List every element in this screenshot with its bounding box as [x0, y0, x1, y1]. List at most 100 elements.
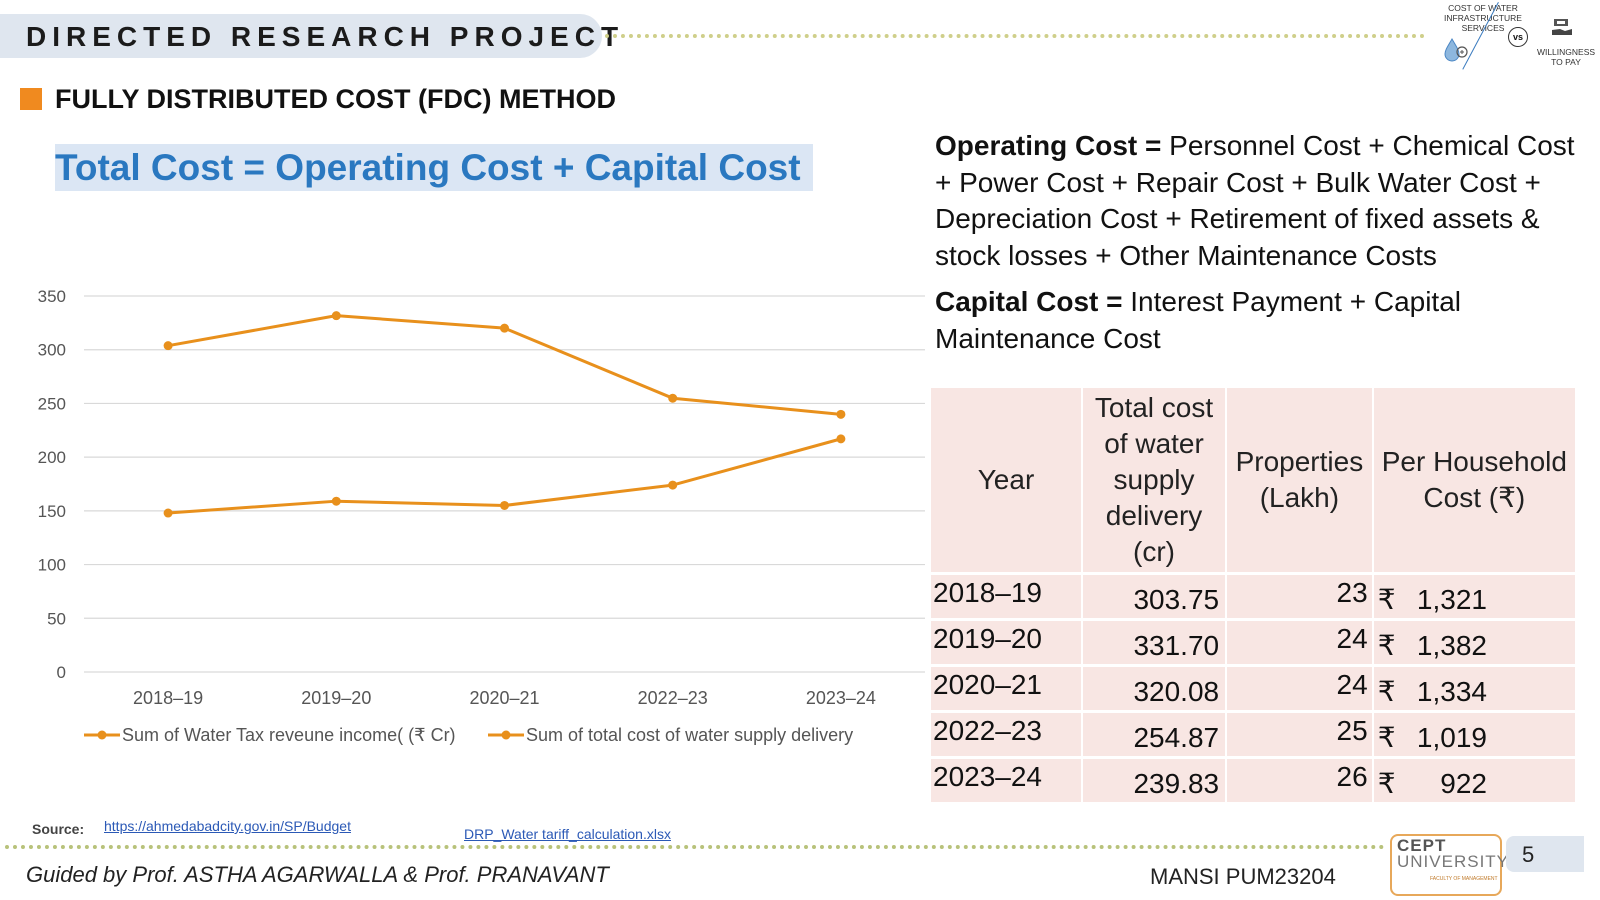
data-point — [668, 480, 678, 490]
source-link[interactable]: https://ahmedabadcity.gov.in/SP/Budget — [104, 818, 351, 834]
data-point — [500, 500, 509, 510]
header-year: Year — [931, 388, 1083, 575]
data-point — [836, 434, 846, 444]
cept-logo-line1: CEPT — [1397, 836, 1447, 855]
table-header-row: Year Total cost of water supply delivery… — [931, 388, 1578, 575]
page-number-badge — [1506, 836, 1584, 872]
line-chart: 0 50 100 150 200 250 300 350 2018–19 2019–20 2020… — [38, 287, 925, 745]
capital-cost-term: Capital Cost — [935, 286, 1099, 317]
y-tick-label: 300 — [38, 341, 66, 360]
capital-cost-equals: = — [1098, 286, 1131, 317]
cell-year: 2020–21 — [931, 665, 1083, 713]
cell-total-cost: 239.83 — [1081, 757, 1228, 805]
header-total-cost: Total cost of water supply delivery (cr) — [1081, 388, 1228, 575]
water-drop-icon — [1444, 37, 1468, 62]
cell-household-cost: ₹922 — [1372, 757, 1578, 805]
cell-total-cost: 320.08 — [1081, 665, 1228, 713]
operating-cost-term: Operating Cost — [935, 130, 1138, 161]
chart-legend: Sum of Water Tax reveune income( (₹ Cr) S… — [84, 725, 853, 745]
household-cost-table: Year Total cost of water supply delivery… — [931, 388, 1578, 805]
cept-logo — [1390, 834, 1502, 896]
x-tick-label: 2019–20 — [301, 688, 371, 708]
table-row: 2022–23 254.87 25 ₹1,019 — [931, 711, 1578, 759]
x-axis-ticks: 2018–19 2019–20 2020–21 2022–23 2023–24 — [133, 688, 876, 708]
cost-definitions: Operating Cost = Personnel Cost + Chemic… — [935, 128, 1585, 367]
data-point — [500, 323, 509, 333]
cell-year: 2018–19 — [931, 573, 1083, 621]
household-cost-value: 922 — [1440, 768, 1487, 799]
y-tick-label: 350 — [38, 287, 66, 306]
cell-year: 2023–24 — [931, 757, 1083, 805]
table-row: 2020–21 320.08 24 ₹1,334 — [931, 665, 1578, 713]
chart-grid — [84, 295, 925, 673]
rupee-symbol: ₹ — [1377, 676, 1396, 707]
cept-logo-line3: FACULTY OF MANAGEMENT — [1430, 876, 1498, 882]
y-tick-label: 100 — [38, 556, 66, 575]
table-row: 2019–20 331.70 24 ₹1,382 — [931, 619, 1578, 667]
vs-badge: vs — [1508, 27, 1528, 47]
y-tick-label: 200 — [38, 448, 66, 467]
x-tick-label: 2020–21 — [469, 688, 539, 708]
cept-logo-line2: UNIVERSITY — [1397, 852, 1510, 871]
cell-properties: 23 — [1226, 573, 1374, 621]
section-title: FULLY DISTRIBUTED COST (FDC) METHOD — [55, 84, 616, 114]
table-row: 2023–24 239.83 26 ₹922 — [931, 757, 1578, 805]
header-title: DIRECTED RESEARCH PROJECT — [26, 21, 625, 52]
household-cost-value: 1,334 — [1416, 676, 1487, 707]
hands-money-icon — [1552, 19, 1572, 35]
legend-label: Sum of Water Tax reveune income( (₹ Cr) — [122, 725, 456, 745]
header-properties: Properties (Lakh) — [1226, 388, 1374, 575]
household-cost-value: 1,321 — [1416, 584, 1487, 615]
header-household-cost: Per Household Cost (₹) — [1372, 388, 1578, 575]
cell-properties: 24 — [1226, 665, 1374, 713]
legend-swatch-marker — [501, 730, 511, 740]
cell-properties: 26 — [1226, 757, 1374, 805]
footer-dotted-rule — [5, 845, 1385, 849]
cell-total-cost: 303.75 — [1081, 573, 1228, 621]
y-tick-label: 50 — [47, 609, 66, 628]
table-row: 2018–19 303.75 23 ₹1,321 — [931, 573, 1578, 621]
y-axis-ticks: 0 50 100 150 200 250 300 350 — [38, 287, 66, 682]
x-tick-label: 2023–24 — [806, 688, 876, 708]
legend-label: Sum of total cost of water supply delive… — [526, 725, 853, 745]
x-tick-label: 2018–19 — [133, 688, 203, 708]
household-cost-value: 1,382 — [1416, 630, 1487, 661]
y-tick-label: 150 — [38, 502, 66, 521]
spreadsheet-link[interactable]: DRP_Water tariff_calculation.xlsx — [464, 826, 671, 842]
data-point — [331, 496, 341, 506]
capital-cost-definition: Capital Cost = Interest Payment + Capita… — [935, 284, 1585, 357]
guided-by-text: Guided by Prof. ASTHA AGARWALLA & Prof. … — [26, 862, 609, 887]
y-tick-label: 250 — [38, 394, 66, 413]
header-dotted-rule — [605, 34, 1425, 38]
data-point — [163, 341, 173, 351]
cell-year: 2019–20 — [931, 619, 1083, 667]
rupee-symbol: ₹ — [1377, 584, 1396, 615]
cell-year: 2022–23 — [931, 711, 1083, 759]
cell-household-cost: ₹1,321 — [1372, 573, 1578, 621]
cell-properties: 25 — [1226, 711, 1374, 759]
x-tick-label: 2022–23 — [638, 688, 708, 708]
cell-household-cost: ₹1,382 — [1372, 619, 1578, 667]
header-banner — [0, 14, 602, 58]
rupee-symbol: ₹ — [1377, 722, 1396, 753]
cell-total-cost: 254.87 — [1081, 711, 1228, 759]
legend-swatch-marker — [97, 730, 107, 740]
operating-cost-equals: = — [1137, 130, 1170, 161]
logo-left-text: COST OF WATER INFRASTRUCTURE SERVICES — [1444, 3, 1522, 33]
cell-properties: 24 — [1226, 619, 1374, 667]
cell-total-cost: 331.70 — [1081, 619, 1228, 667]
operating-cost-text: Personnel Cost + Chemical Cost + Power C… — [935, 130, 1575, 271]
cell-household-cost: ₹1,019 — [1372, 711, 1578, 759]
data-point — [331, 311, 341, 321]
cell-household-cost: ₹1,334 — [1372, 665, 1578, 713]
formula-heading: Total Cost = Operating Cost + Capital Co… — [55, 144, 813, 191]
page-number: 5 — [1522, 842, 1535, 867]
rupee-symbol: ₹ — [1377, 630, 1396, 661]
data-point — [163, 508, 173, 518]
data-point — [836, 409, 846, 419]
data-point — [668, 393, 678, 403]
chart-series — [163, 311, 846, 518]
capital-cost-text: Interest Payment + Capital Maintenance C… — [935, 286, 1462, 354]
rupee-symbol: ₹ — [1377, 768, 1396, 799]
y-tick-label: 0 — [57, 663, 66, 682]
